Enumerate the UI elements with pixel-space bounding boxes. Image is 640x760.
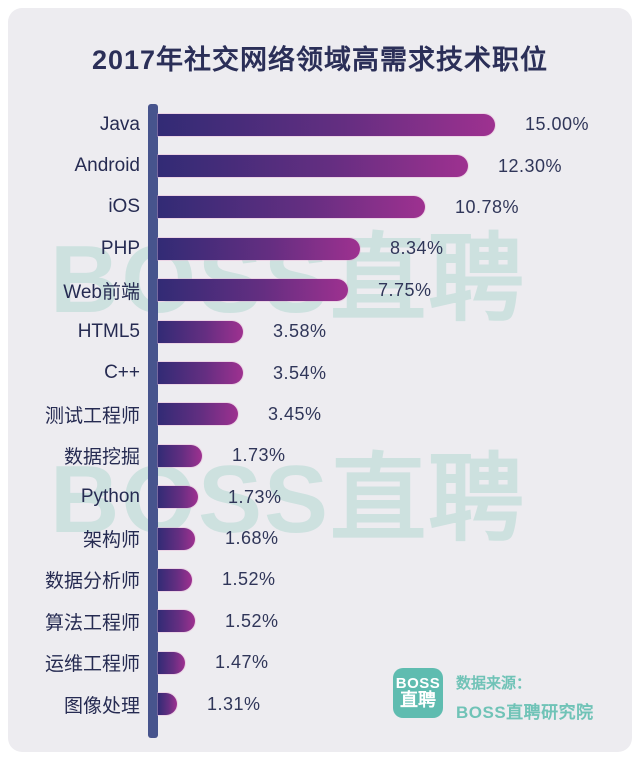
category-label: 图像处理 [63,695,140,717]
bar [158,444,202,467]
chart-row: 架构师 1.68% [8,518,632,559]
bar [158,196,425,219]
chart-row: Python 1.73% [8,477,632,518]
category-label: HTML5 [77,320,140,342]
value-label: 15.00% [525,114,590,135]
bar [158,320,243,343]
value-label: 8.34% [390,238,444,259]
bar [158,113,495,136]
category-label: PHP [100,237,140,259]
category-label: Android [74,155,141,177]
value-label: 1.52% [222,569,276,590]
category-label: 数据挖掘 [63,447,140,469]
boss-zhipin-logo: BOSS 直聘 [393,668,443,718]
logo-text-boss: BOSS [395,674,441,692]
value-label: 12.30% [498,155,563,176]
bar [158,403,238,426]
bar [158,362,243,385]
chart-card: BOSS直聘 BOSS直聘 2017年社交网络领域高需求技术职位 Java 15… [8,8,632,752]
value-label: 1.31% [207,693,261,714]
chart-row: 测试工程师 3.45% [8,394,632,435]
bar [158,610,195,633]
value-label: 7.75% [378,279,432,300]
category-label: iOS [108,196,140,218]
bar [158,279,348,302]
chart-title: 2017年社交网络领域高需求技术职位 [91,45,549,75]
chart-rows: Java 15.00% Android 12.30% iOS 10.78% PH… [8,104,632,725]
category-label: Web前端 [63,281,140,303]
chart-row: PHP 8.34% [8,228,632,269]
chart-row: 运维工程师 1.47% [8,642,632,683]
category-label: Java [99,113,140,135]
value-label: 1.52% [225,610,279,631]
chart-row: 算法工程师 1.52% [8,601,632,642]
bar [158,568,192,591]
chart-row: HTML5 3.58% [8,311,632,352]
value-label: 1.68% [225,528,279,549]
category-label: 运维工程师 [44,654,140,676]
chart-row: iOS 10.78% [8,187,632,228]
value-label: 3.45% [268,403,322,424]
category-label: Python [80,486,140,508]
bar [158,237,360,260]
value-label: 1.73% [232,445,286,466]
chart-row: Android 12.30% [8,145,632,186]
chart-row: Java 15.00% [8,104,632,145]
y-axis-line [148,104,158,738]
bar [158,155,468,178]
chart-row: 数据分析师 1.52% [8,559,632,600]
category-label: C++ [104,362,140,384]
bar [158,486,198,509]
chart-row: 数据挖掘 1.73% [8,435,632,476]
chart-row: C++ 3.54% [8,352,632,393]
chart-row: Web前端 7.75% [8,270,632,311]
value-label: 3.58% [273,321,327,342]
bar [158,527,195,550]
chart-row: 图像处理 1.31% [8,683,632,724]
category-label: 算法工程师 [44,612,140,634]
value-label: 1.73% [228,486,282,507]
value-label: 1.47% [215,652,269,673]
data-source-text: 数据来源： BOSS直聘研究院 [456,672,594,723]
data-source-name: BOSS直聘研究院 [456,703,594,722]
value-label: 3.54% [273,362,327,383]
source-footer: BOSS 直聘 数据来源： BOSS直聘研究院 [393,668,594,723]
category-label: 测试工程师 [44,405,140,427]
bar [158,693,177,716]
data-source-label: 数据来源： [456,675,532,692]
category-label: 数据分析师 [44,571,140,593]
category-label: 架构师 [82,530,140,552]
value-label: 10.78% [455,196,520,217]
logo-text-zhipin: 直聘 [400,690,436,711]
bar [158,651,185,674]
